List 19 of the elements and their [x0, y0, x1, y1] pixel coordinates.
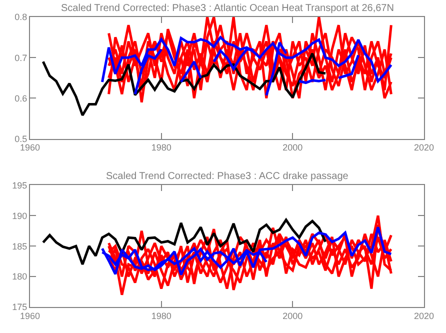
- x-tick-label: 2000: [282, 310, 303, 321]
- y-tick-label: 195: [12, 180, 28, 190]
- y-tick-label: 185: [12, 241, 28, 252]
- x-tick-label: 2020: [414, 142, 434, 153]
- y-tick-label: 180: [12, 272, 28, 282]
- x-tick-label: 2020: [414, 310, 434, 321]
- y-tick-label: 0.7: [14, 52, 28, 63]
- y-tick-label: 0.5: [14, 134, 28, 144]
- x-tick-label: 1960: [20, 310, 40, 321]
- y-tick-label: 0.6: [14, 93, 28, 104]
- y-tick-label: 190: [12, 210, 28, 221]
- y-tick-label: 0.8: [14, 12, 28, 22]
- y-tick-label: 175: [12, 302, 28, 312]
- x-tick-label: 1980: [151, 310, 172, 321]
- x-tick-label: 1980: [151, 142, 172, 153]
- x-tick-label: 1960: [20, 142, 40, 153]
- chart-title: Scaled Trend Corrected: Phase3 : Atlantic Ocean Heat Transport at 26,67N: [61, 3, 394, 14]
- chart-title: Scaled Trend Corrected: Phase3 : ACC drake passage: [106, 171, 349, 182]
- x-tick-label: 2000: [282, 142, 303, 153]
